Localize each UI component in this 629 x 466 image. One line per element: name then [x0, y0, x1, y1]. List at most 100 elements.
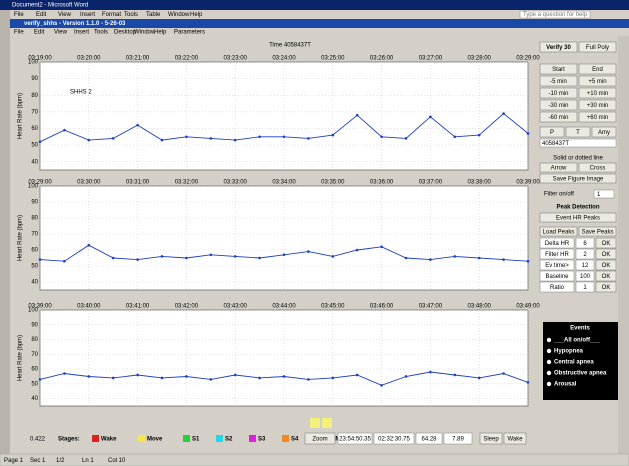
x-tick-label: 03:30:00	[77, 180, 101, 186]
heart-rate-point	[477, 376, 481, 380]
param-label-box	[539, 270, 575, 282]
param-field[interactable]	[575, 259, 595, 271]
button[interactable]	[578, 63, 617, 75]
menu-item[interactable]: Window	[168, 12, 190, 18]
y-tick-label: 40	[31, 159, 38, 165]
menu-item[interactable]: Tools	[94, 30, 108, 36]
button[interactable]	[539, 111, 578, 123]
button[interactable]	[591, 126, 617, 138]
menu-item[interactable]: Help	[190, 12, 203, 18]
button[interactable]	[595, 270, 617, 282]
menu-item[interactable]: Desktop	[114, 30, 137, 36]
filter-field[interactable]	[593, 189, 615, 199]
button[interactable]	[595, 281, 617, 293]
button[interactable]	[539, 173, 617, 184]
x-tick-label: 03:32:00	[175, 180, 199, 186]
app-title: verify_shhs - Version 1.1.0 - 5-26-03	[24, 21, 126, 27]
button[interactable]	[595, 248, 617, 260]
param-label-box	[539, 259, 575, 271]
menu-item[interactable]: Window	[134, 30, 156, 36]
field-text: 02:32:30.75	[378, 437, 410, 443]
stage-swatch	[138, 435, 145, 442]
button-label: +30 min	[587, 103, 609, 109]
x-tick-label: 03:49:00	[516, 304, 540, 310]
button-label: OK	[602, 252, 611, 258]
button-label: +60 min	[587, 115, 609, 121]
peak-title: Peak Detection	[556, 205, 599, 211]
button[interactable]	[539, 162, 578, 173]
menu-item[interactable]: Parameters	[174, 30, 205, 36]
x-tick-label: 03:25:00	[321, 56, 345, 62]
study-label: SHHS 2	[70, 90, 92, 96]
button[interactable]	[565, 126, 591, 138]
event-toggle[interactable]	[546, 359, 552, 365]
button[interactable]	[539, 41, 578, 53]
menu-item[interactable]: Table	[146, 12, 161, 18]
button[interactable]	[578, 162, 617, 173]
button[interactable]	[595, 259, 617, 271]
heart-rate-point	[136, 373, 139, 377]
heart-rate-point	[307, 378, 310, 381]
heart-rate-point	[526, 381, 530, 384]
menu-item[interactable]: Edit	[34, 30, 45, 36]
param-field[interactable]	[575, 248, 595, 260]
button[interactable]	[539, 99, 578, 111]
heart-rate-point	[380, 384, 383, 387]
button[interactable]	[503, 432, 527, 445]
word-title-bar	[0, 0, 629, 10]
button[interactable]	[578, 99, 617, 111]
event-toggle[interactable]	[546, 348, 552, 354]
button[interactable]	[578, 111, 617, 123]
button[interactable]	[304, 432, 336, 445]
x-tick-label: 03:28:00	[468, 56, 492, 62]
y-tick-label: 70	[31, 109, 38, 115]
heart-rate-point	[258, 376, 261, 380]
y-axis-label: Heart Rate (bpm)	[18, 93, 24, 139]
menu-item[interactable]: View	[54, 30, 68, 36]
button[interactable]	[539, 226, 578, 237]
heart-rate-point	[63, 128, 66, 132]
heart-rate-point	[502, 112, 505, 115]
button[interactable]	[578, 75, 617, 87]
menu-item[interactable]: Help	[154, 30, 167, 36]
menu-item[interactable]: Insert	[80, 12, 95, 18]
menu-item[interactable]: Format	[102, 12, 121, 18]
button-label: End	[592, 67, 603, 73]
x-tick-label: 03:38:00	[468, 180, 492, 186]
x-tick-label: 03:40:00	[77, 304, 101, 310]
heart-rate-point	[404, 137, 408, 140]
button[interactable]	[578, 87, 617, 99]
app-title-bar	[10, 19, 629, 28]
button[interactable]	[539, 75, 578, 87]
id-field[interactable]	[539, 138, 617, 148]
button[interactable]	[539, 87, 578, 99]
menu-item[interactable]: Tools	[124, 12, 138, 18]
y-tick-label: 80	[31, 337, 38, 343]
button[interactable]	[539, 126, 565, 138]
menu-item[interactable]: File	[14, 30, 24, 36]
button[interactable]	[595, 237, 617, 249]
menu-item[interactable]: View	[58, 12, 72, 18]
param-value: 1	[583, 285, 587, 291]
menu-item[interactable]: Edit	[36, 12, 47, 18]
y-tick-label: 90	[31, 322, 38, 328]
heart-rate-point	[258, 135, 261, 139]
param-field[interactable]	[575, 237, 595, 249]
heart-rate-point	[160, 376, 164, 380]
button[interactable]	[578, 41, 617, 53]
menu-item[interactable]: Insert	[74, 30, 89, 36]
button[interactable]	[539, 212, 617, 223]
event-toggle[interactable]	[546, 337, 552, 343]
event-toggle[interactable]	[546, 370, 552, 376]
field-text: 7.89	[452, 437, 464, 443]
event-toggle[interactable]	[546, 381, 552, 387]
param-field[interactable]	[575, 270, 595, 282]
button[interactable]	[479, 432, 503, 445]
heart-rate-point	[331, 376, 335, 380]
menu-item[interactable]: File	[14, 12, 24, 18]
heart-rate-point	[355, 373, 359, 377]
button[interactable]	[539, 63, 578, 75]
stage-name: S4	[291, 437, 299, 443]
button[interactable]	[578, 226, 617, 237]
param-field[interactable]	[575, 281, 595, 293]
